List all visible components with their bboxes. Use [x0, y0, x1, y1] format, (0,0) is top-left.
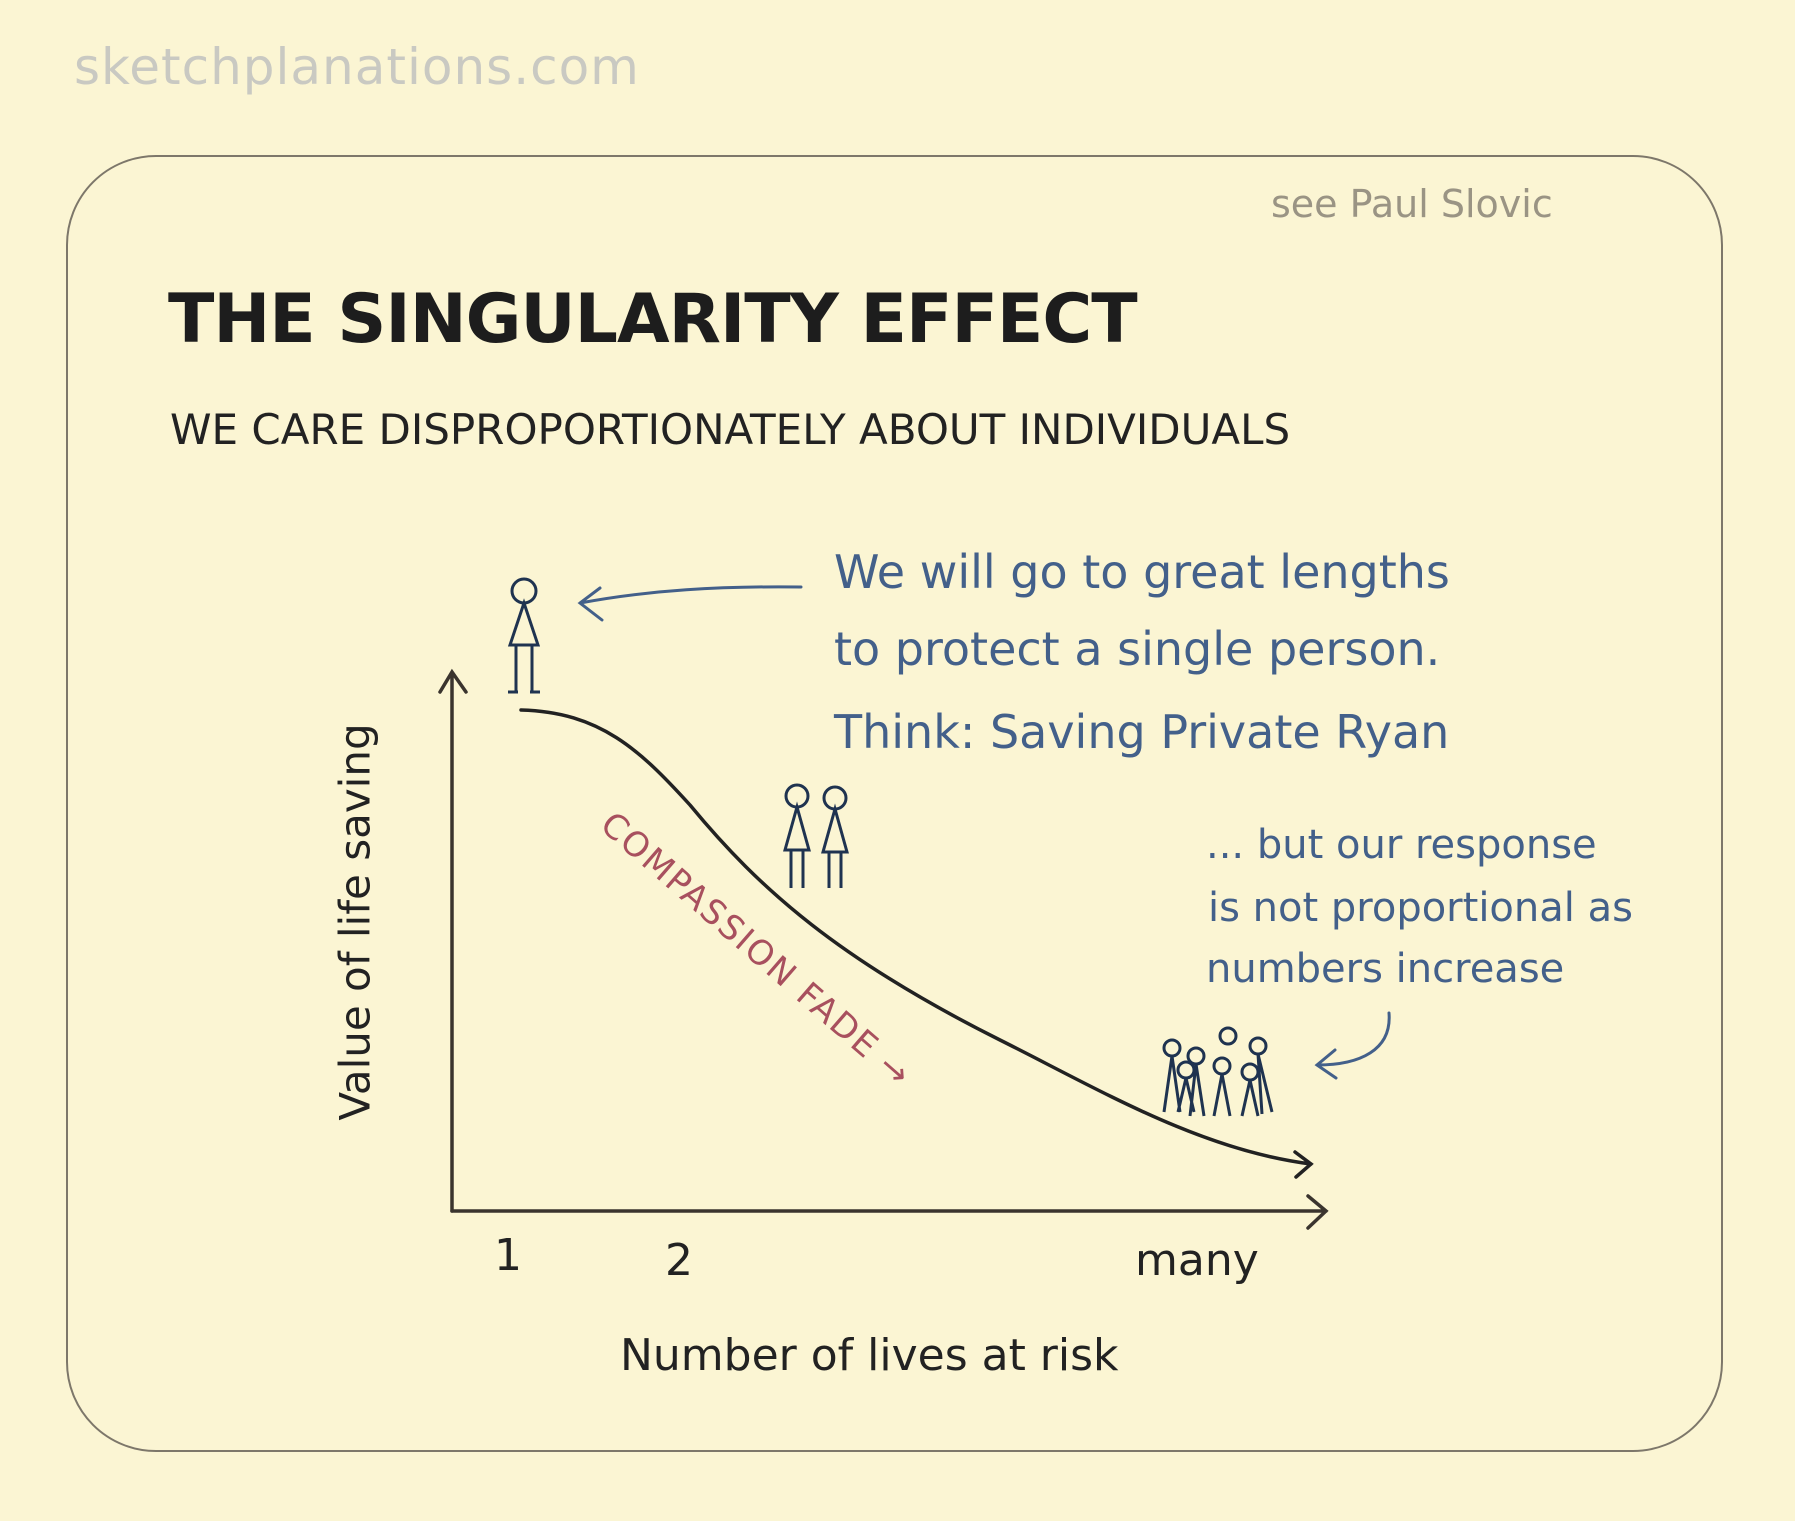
annotation-single-line-3: Think: Saving Private Ryan: [834, 705, 1450, 759]
subtitle: WE CARE DISPROPORTIONATELY ABOUT INDIVID…: [170, 405, 1291, 454]
x-axis-label: Number of lives at risk: [620, 1330, 1119, 1381]
credit-note: see Paul Slovic: [1271, 182, 1553, 226]
compassion-curve: [519, 708, 1314, 1179]
arrow-to-crowd: [1314, 1011, 1391, 1080]
y-axis: [438, 668, 468, 1213]
card-frame: [66, 155, 1723, 1452]
y-axis-label: Value of life saving: [330, 723, 380, 1121]
x-tick-2: 2: [665, 1235, 693, 1286]
annotation-many-line-1: ... but our response: [1206, 822, 1597, 868]
annotation-many-line-2: is not proportional as: [1208, 885, 1633, 931]
single-person-icon: [507, 577, 541, 694]
crowd-icon: [1162, 1026, 1274, 1117]
annotation-single-line-1: We will go to great lengths: [834, 545, 1450, 599]
page-title: THE SINGULARITY EFFECT: [168, 280, 1138, 359]
two-people-icon: [783, 783, 849, 888]
x-tick-many: many: [1135, 1235, 1259, 1286]
annotation-single-line-2: to protect a single person.: [834, 622, 1441, 676]
x-tick-1: 1: [494, 1230, 522, 1281]
annotation-many-line-3: numbers increase: [1206, 946, 1565, 992]
x-axis: [450, 1194, 1329, 1230]
arrow-to-single-person: [577, 585, 803, 622]
watermark-logo: sketchplanations.com: [74, 38, 640, 96]
